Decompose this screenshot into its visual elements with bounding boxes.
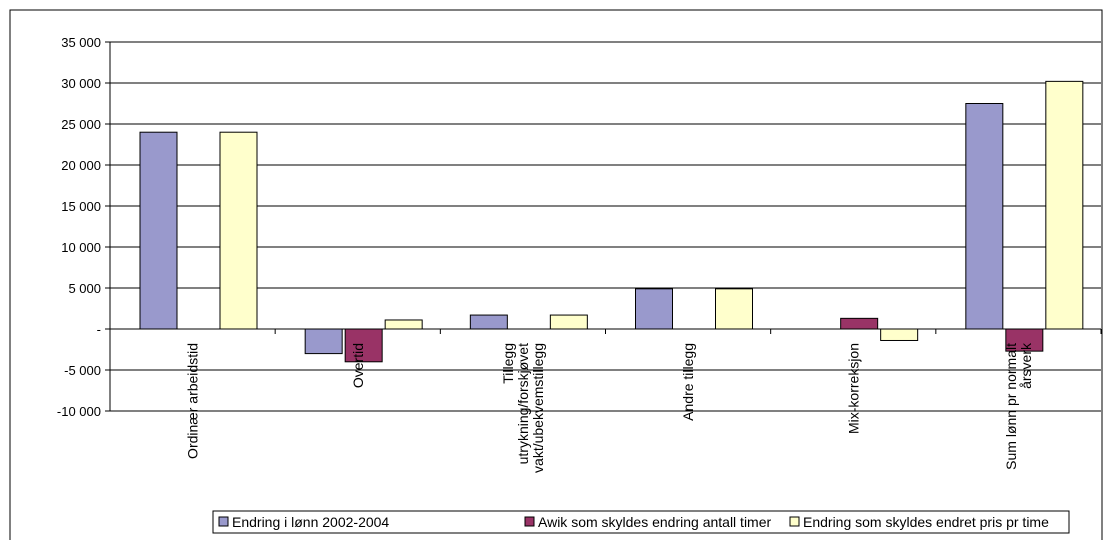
y-tick-label: 20 000 bbox=[61, 158, 101, 173]
category-label: årsverk bbox=[1018, 342, 1034, 389]
category-label: Ordinær arbeidstid bbox=[185, 343, 201, 459]
bar bbox=[1045, 80, 1084, 330]
category-label: Tillegg bbox=[500, 343, 516, 384]
chart-border bbox=[9, 9, 1103, 540]
legend-swatch-endret-pris bbox=[789, 516, 800, 527]
y-tick-label: 5 000 bbox=[68, 281, 101, 296]
bar bbox=[219, 131, 258, 330]
bar bbox=[840, 317, 879, 330]
category-label: Mix-korreksjon bbox=[845, 343, 861, 434]
x-axis-labels: Ordinær arbeidstid Overtid Tillegg utryknin… bbox=[185, 342, 1034, 473]
y-tick-label: 15 000 bbox=[61, 199, 101, 214]
y-tick-label: 30 000 bbox=[61, 76, 101, 91]
category-label: utrykning/forskjøvet bbox=[515, 343, 531, 464]
legend-swatch-awik-timer bbox=[524, 516, 535, 527]
category-label: Overtid bbox=[350, 343, 366, 388]
bars bbox=[109, 80, 1102, 363]
legend-box bbox=[212, 510, 1070, 534]
bar bbox=[635, 288, 673, 330]
bar bbox=[469, 314, 508, 330]
bar bbox=[384, 319, 423, 330]
y-tick-label: 35 000 bbox=[61, 35, 101, 50]
bar bbox=[880, 328, 919, 341]
bar bbox=[304, 328, 343, 355]
legend-label-endret-pris: Endring som skyldes endret pris pr time bbox=[803, 514, 1049, 530]
y-tick-label: -5 000 bbox=[64, 363, 101, 378]
legend-swatch-endring-i-lonn bbox=[218, 516, 229, 527]
bar bbox=[549, 314, 588, 330]
legend-label-endring-i-lonn: Endring i lønn 2002-2004 bbox=[232, 514, 389, 530]
bar bbox=[715, 288, 753, 330]
bar bbox=[344, 328, 383, 363]
y-axis: 35 000 30 000 25 000 20 000 15 000 10 000 5 00… bbox=[57, 35, 111, 419]
y-tick-label: - bbox=[97, 322, 101, 337]
legend: Endring i lønn 2002-2004 Awik som skylde… bbox=[212, 510, 1070, 534]
category-label: Sum lønn pr normalt bbox=[1003, 343, 1019, 470]
y-tick-label: -10 000 bbox=[57, 404, 101, 419]
category-label: Andre tillegg bbox=[680, 343, 696, 421]
y-tick-label: 25 000 bbox=[61, 117, 101, 132]
legend-label-awik-timer: Awik som skyldes endring antall timer bbox=[538, 514, 772, 530]
bar bbox=[139, 131, 178, 330]
bar bbox=[965, 103, 1004, 330]
category-label: vakt/ubekvemstillegg bbox=[530, 343, 546, 473]
y-tick-label: 10 000 bbox=[61, 240, 101, 255]
